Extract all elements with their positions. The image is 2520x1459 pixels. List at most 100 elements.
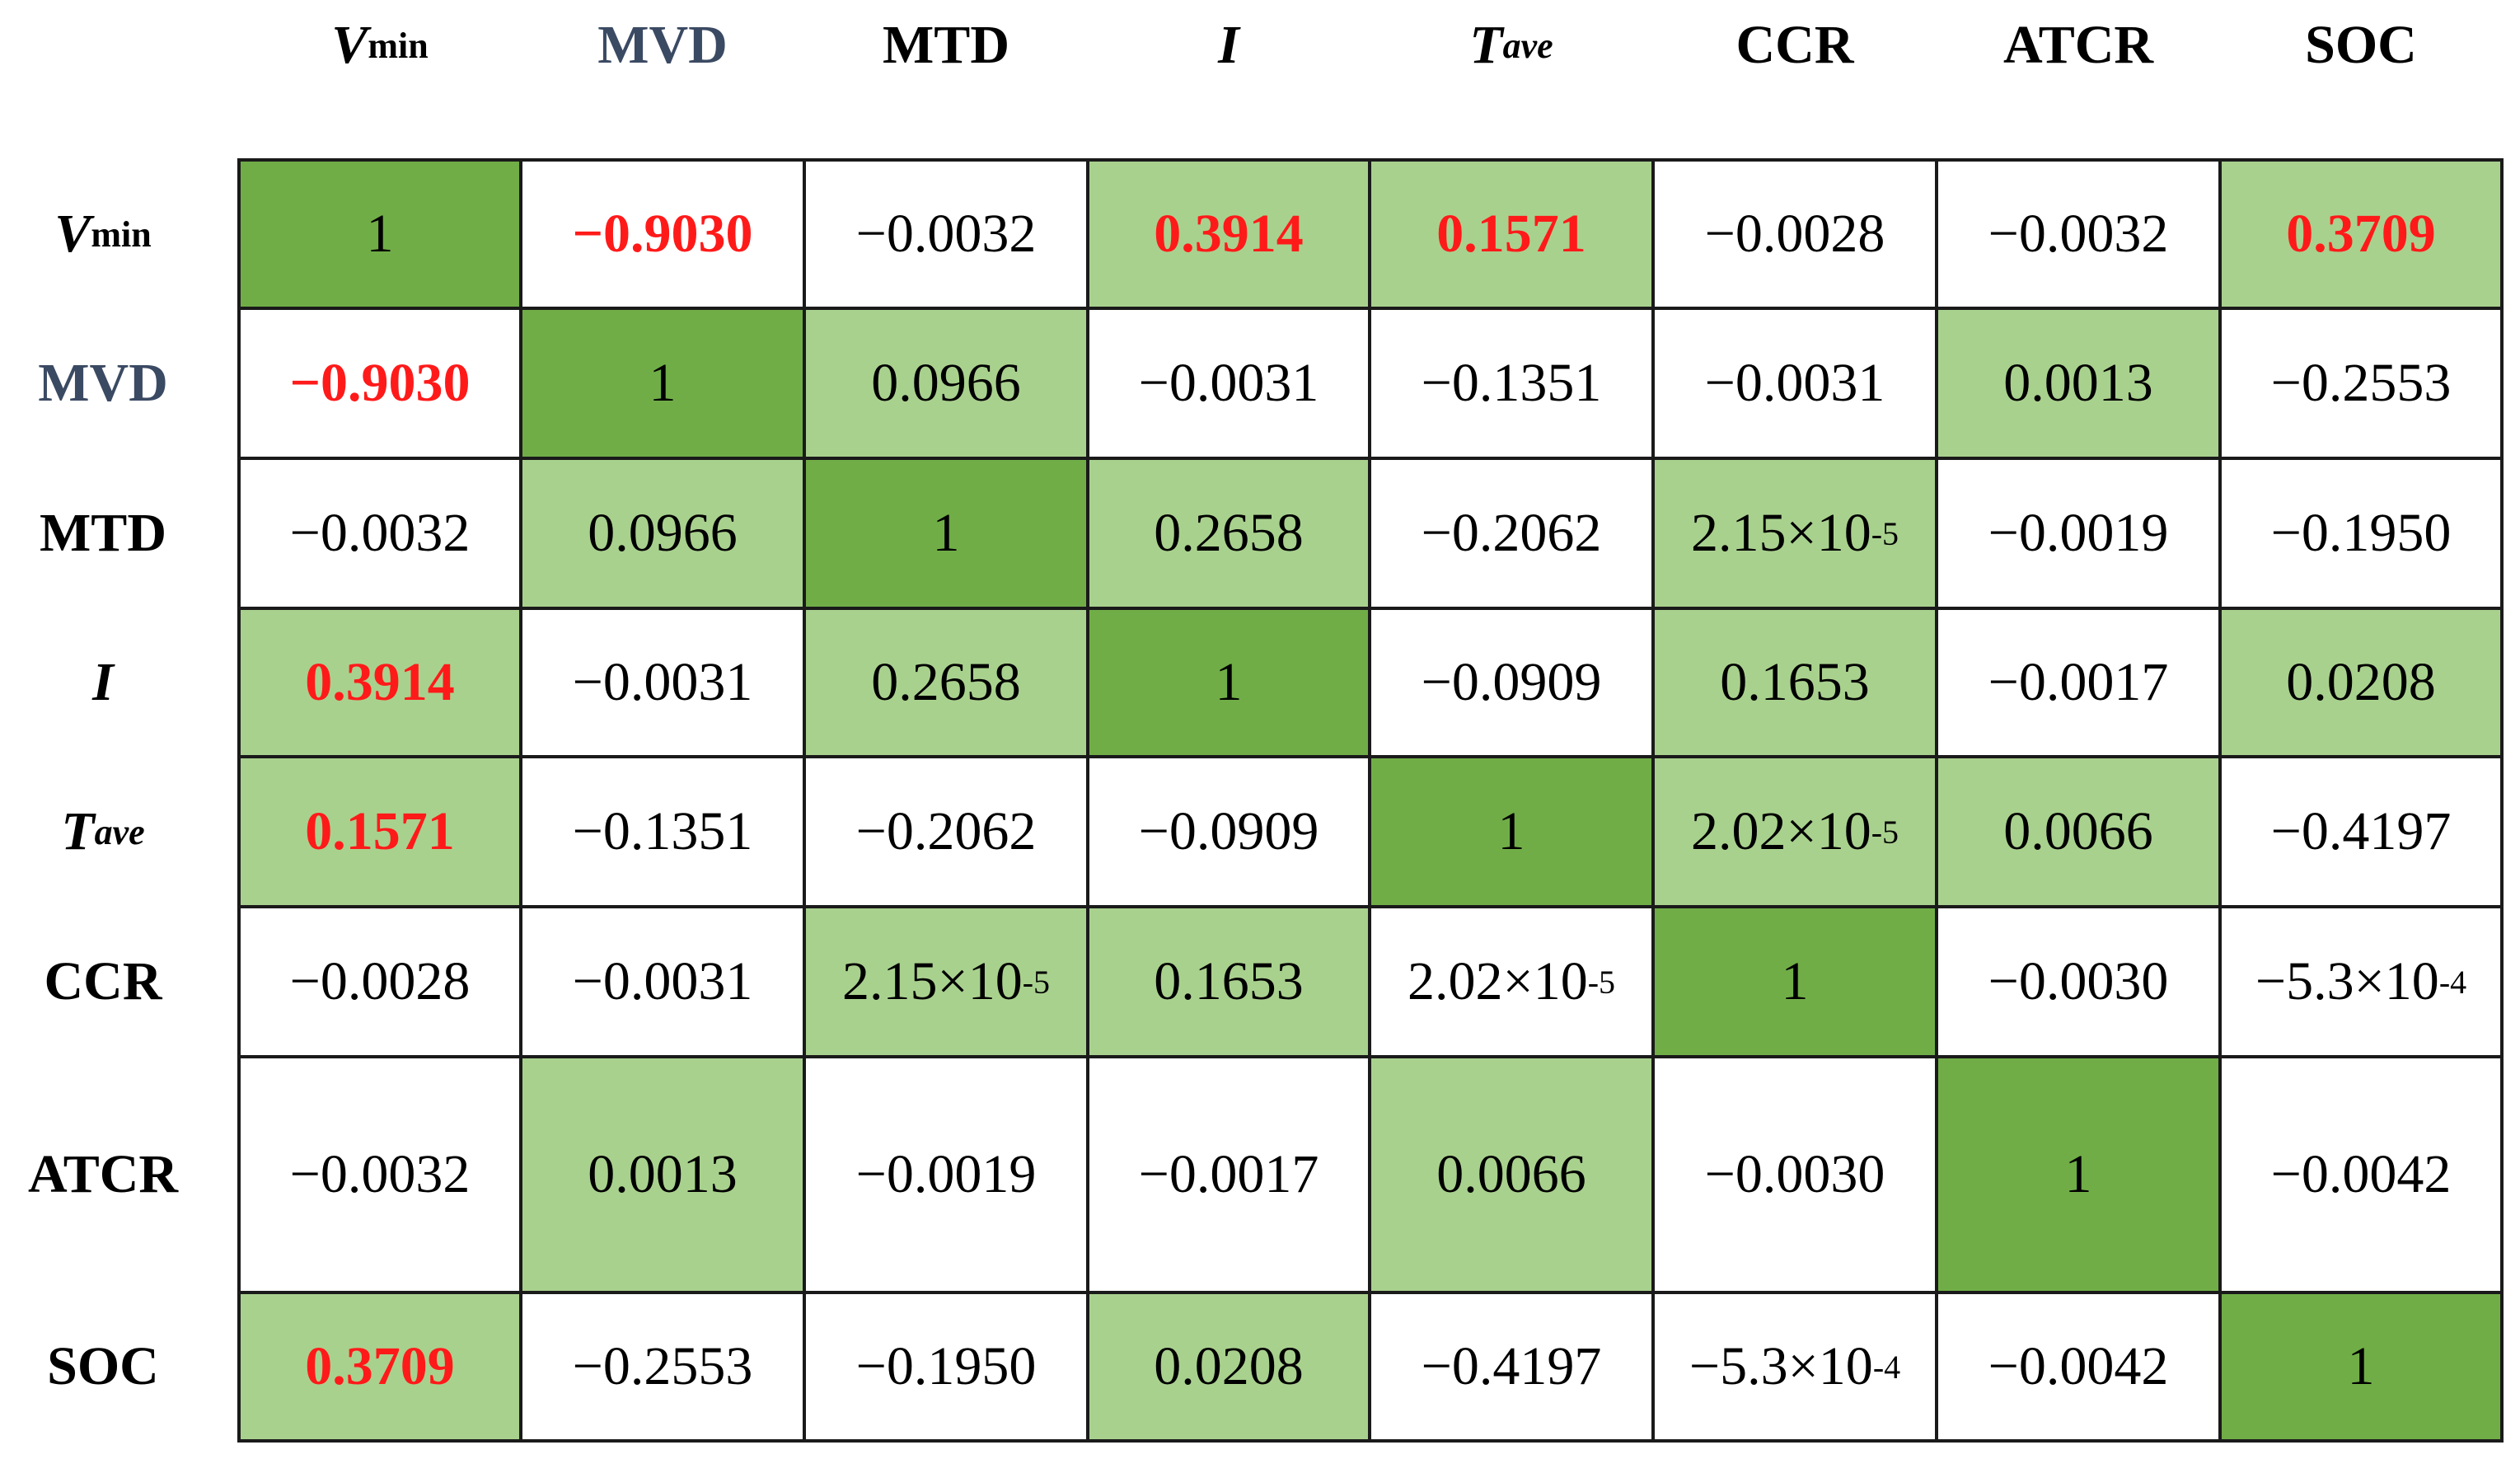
cell-value: 0.0966 [871,353,1021,413]
cell-value: 1 [1215,652,1243,712]
cell-value: 0.1653 [1720,652,1870,712]
label-base: T [1469,15,1503,75]
cell-value: −0.0028 [289,951,471,1011]
matrix-cell-mtd-atcr: −0.0019 [1937,458,2220,608]
grid-line-vertical [1935,158,1938,1443]
cell-value: 2.02×10 [1407,951,1588,1011]
row-header-mvd: MVD [0,308,206,458]
cell-value: 1 [1781,951,1809,1011]
matrix-cell-vmin-vmin: 1 [239,160,521,308]
cell-value: −0.0031 [1138,353,1319,413]
matrix-cell-mvd-tave: −0.1351 [1370,308,1653,458]
cell-value: 0.0208 [2286,652,2436,712]
cell-value: 0.1571 [1436,204,1586,264]
matrix-cell-atcr-i: −0.0017 [1088,1057,1370,1292]
grid-line-horizontal [237,158,2504,162]
cell-value: 1 [932,503,960,563]
cell-value: 0.0966 [588,503,738,563]
matrix-cell-ccr-atcr: −0.0030 [1937,907,2220,1057]
matrix-cell-ccr-mvd: −0.0031 [521,907,804,1057]
matrix-cell-i-mtd: 0.2658 [804,608,1088,757]
cell-value: 1 [1497,801,1525,861]
grid-line-horizontal [237,307,2504,310]
label-base: T [61,801,95,861]
matrix-cell-atcr-mtd: −0.0019 [804,1057,1088,1292]
matrix-cell-atcr-ccr: −0.0030 [1653,1057,1937,1292]
cell-exponent: -5 [1022,963,1051,1001]
label-base: I [1218,15,1239,75]
cell-value: 2.02×10 [1690,801,1871,861]
matrix-cell-atcr-mvd: 0.0013 [521,1057,804,1292]
cell-value: −0.1950 [855,1336,1037,1396]
cell-value: −0.0042 [2270,1144,2452,1204]
matrix-cell-vmin-tave: 0.1571 [1370,160,1653,308]
label-base: ATCR [2002,15,2154,75]
label-subscript: min [368,25,429,66]
matrix-cell-vmin-atcr: −0.0032 [1937,160,2220,308]
label-base: V [54,204,91,264]
matrix-cell-soc-vmin: 0.3709 [239,1292,521,1441]
cell-value: 0.0013 [2003,353,2153,413]
matrix-cell-mvd-ccr: −0.0031 [1653,308,1937,458]
matrix-cell-mtd-i: 0.2658 [1088,458,1370,608]
matrix-cell-vmin-soc: 0.3709 [2220,160,2502,308]
matrix-cell-atcr-vmin: −0.0032 [239,1057,521,1292]
cell-exponent: -4 [1872,1348,1901,1386]
cell-value: 1 [2064,1144,2092,1204]
grid-line-horizontal [237,905,2504,908]
cell-value: −0.9030 [572,204,753,264]
cell-value: −0.0028 [1704,204,1885,264]
matrix-cell-atcr-atcr: 1 [1937,1057,2220,1292]
cell-value: −0.0032 [289,503,471,563]
row-header-mtd: MTD [0,458,206,608]
matrix-cell-tave-i: −0.0909 [1088,757,1370,907]
matrix-cell-soc-soc: 1 [2220,1292,2502,1441]
label-base: MTD [40,503,166,563]
matrix-cell-mtd-ccr: 2.15×10 -5 [1653,458,1937,608]
label-base: ATCR [27,1144,179,1204]
matrix-cell-ccr-soc: −5.3×10 -4 [2220,907,2502,1057]
grid-line-vertical [237,158,241,1443]
matrix-cell-i-atcr: −0.0017 [1937,608,2220,757]
cell-value: 0.3709 [305,1336,455,1396]
matrix-cell-soc-atcr: −0.0042 [1937,1292,2220,1441]
cell-value: −0.0032 [855,204,1037,264]
cell-value: −0.0032 [289,1144,471,1204]
grid-line-vertical [519,158,522,1443]
column-header-mvd: MVD [521,8,804,82]
cell-value: 1 [649,353,677,413]
label-base: I [92,652,114,712]
grid-line-vertical [2218,158,2222,1443]
row-header-soc: SOC [0,1292,206,1441]
label-base: MVD [597,15,728,75]
cell-exponent: -4 [2438,963,2467,1001]
cell-value: −0.0909 [1138,801,1319,861]
row-header-ccr: CCR [0,907,206,1057]
cell-value: −0.0030 [1704,1144,1885,1204]
label-base: MTD [883,15,1009,75]
matrix-cell-tave-tave: 1 [1370,757,1653,907]
matrix-cell-i-mvd: −0.0031 [521,608,804,757]
grid-line-horizontal [237,1439,2504,1443]
label-subscript: ave [1502,25,1553,66]
grid-line-horizontal [237,755,2504,758]
matrix-cell-vmin-i: 0.3914 [1088,160,1370,308]
grid-line-vertical [1651,158,1655,1443]
cell-exponent: -5 [1871,813,1899,851]
row-header-atcr: ATCR [0,1057,206,1292]
column-header-i: I [1088,8,1370,82]
grid-line-horizontal [237,457,2504,460]
matrix-cell-tave-soc: −0.4197 [2220,757,2502,907]
cell-value: −0.2062 [1421,503,1602,563]
matrix-cell-mtd-vmin: −0.0032 [239,458,521,608]
grid-line-horizontal [237,1291,2504,1294]
matrix-cell-soc-tave: −0.4197 [1370,1292,1653,1441]
matrix-cell-i-soc: 0.0208 [2220,608,2502,757]
cell-value: 0.2658 [871,652,1021,712]
matrix-cell-i-ccr: 0.1653 [1653,608,1937,757]
cell-value: −5.3×10 [2255,951,2439,1011]
cell-value: −0.1950 [2270,503,2452,563]
column-header-ccr: CCR [1653,8,1937,82]
cell-value: −0.1351 [1421,353,1602,413]
cell-value: −0.0031 [1704,353,1885,413]
